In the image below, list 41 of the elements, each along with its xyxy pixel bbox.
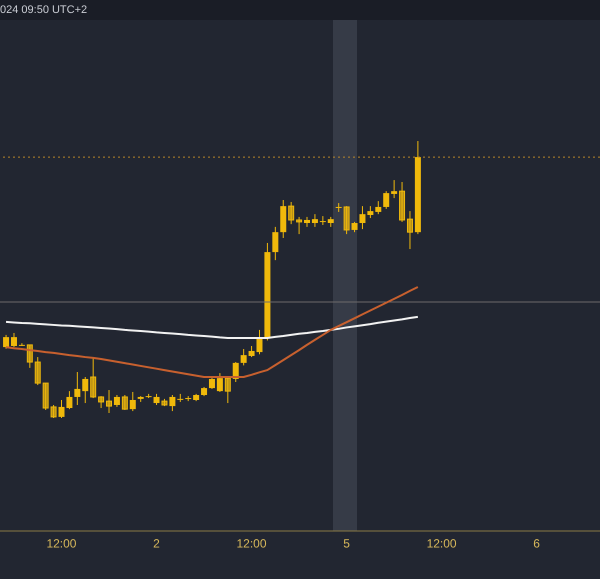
- candlestick: [320, 216, 326, 226]
- candlestick: [74, 372, 80, 406]
- candlestick: [66, 390, 72, 410]
- x-tick-label: 12:00: [46, 536, 77, 551]
- candlestick: [122, 394, 128, 410]
- candlestick: [406, 210, 413, 250]
- candlestick: [383, 190, 390, 210]
- candlestick: [304, 216, 310, 228]
- candlestick: [58, 399, 64, 418]
- candlestick: [216, 372, 223, 392]
- candlestick: [3, 334, 10, 350]
- x-tick-label: 6: [533, 536, 540, 551]
- candlestick: [312, 214, 318, 228]
- candlestick: [201, 386, 208, 397]
- candlestick: [10, 332, 17, 348]
- candlestick: [336, 202, 342, 212]
- x-tick-label: 12:00: [236, 536, 267, 551]
- candlestick: [248, 345, 255, 358]
- candlestick: [328, 216, 334, 228]
- candlestick: [130, 391, 136, 412]
- candlestick: [272, 226, 278, 261]
- candlestick: [375, 200, 382, 215]
- text: 024 09:50 UTC+2: [0, 4, 88, 16]
- candlestick: [367, 206, 374, 219]
- candlestick: [169, 394, 176, 412]
- candlestick: [359, 206, 366, 230]
- candlestick: [106, 390, 112, 414]
- candlestick: [114, 394, 120, 408]
- candlestick: [98, 396, 104, 409]
- candlestick: [240, 348, 247, 366]
- candlestick: [344, 206, 350, 235]
- candlestick: [154, 393, 160, 406]
- x-tick-label: 5: [343, 536, 350, 551]
- x-tick-label: 12:00: [426, 536, 457, 551]
- x-tick-label: 2: [153, 536, 160, 551]
- candlestick: [352, 221, 358, 233]
- candlestick: [256, 329, 262, 355]
- candlestick: [296, 216, 302, 235]
- candlestick: [391, 180, 398, 199]
- candlestick: [208, 376, 215, 390]
- candlestick: [50, 404, 57, 418]
